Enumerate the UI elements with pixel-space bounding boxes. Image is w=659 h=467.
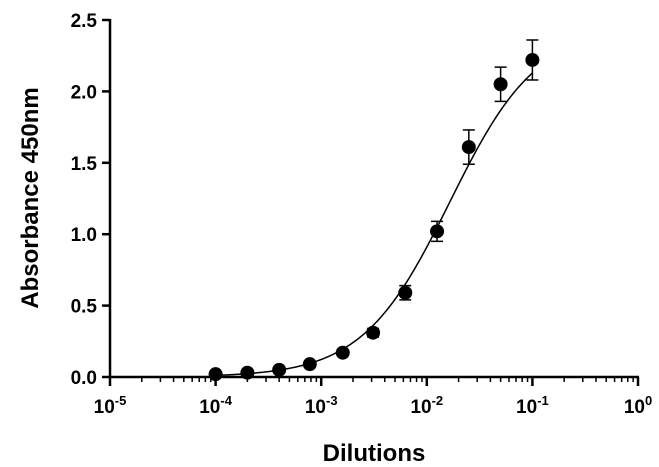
data-point (461, 140, 476, 155)
y-axis-title: Absorbance 450nm (17, 87, 44, 308)
y-tick-label: 0.5 (71, 297, 98, 318)
fit-curve-layer (215, 72, 533, 377)
y-tick-label: 2.0 (71, 82, 97, 103)
data-point (366, 325, 381, 340)
x-tick-label: 100 (624, 393, 652, 418)
data-point (272, 362, 287, 377)
data-point (302, 357, 317, 372)
y-tick-label: 0.0 (71, 368, 97, 389)
y-tick-label: 1.0 (71, 225, 97, 246)
x-tick-label: 10-5 (94, 393, 127, 418)
data-point (335, 345, 350, 360)
data-point (493, 77, 508, 92)
y-tick-label: 2.5 (71, 11, 98, 32)
data-points-layer (208, 39, 540, 382)
x-tick-label: 10-1 (516, 393, 549, 418)
axes (102, 18, 640, 386)
data-point (525, 52, 540, 67)
data-point (240, 365, 255, 380)
data-point (208, 367, 223, 382)
tick-labels-layer: 0.0 0.5 1.0 1.5 2.0 2.5 10-5 10-4 10-3 10-2 10-1 10… (71, 11, 653, 418)
data-point (430, 224, 445, 239)
x-axis-title: Dilutions (323, 440, 426, 467)
data-point (398, 285, 413, 300)
y-tick-label: 1.5 (71, 154, 98, 175)
x-tick-label: 10-2 (410, 393, 443, 418)
fit-curve (215, 72, 533, 377)
x-tick-label: 10-3 (305, 393, 338, 418)
x-tick-label: 10-4 (199, 393, 232, 418)
